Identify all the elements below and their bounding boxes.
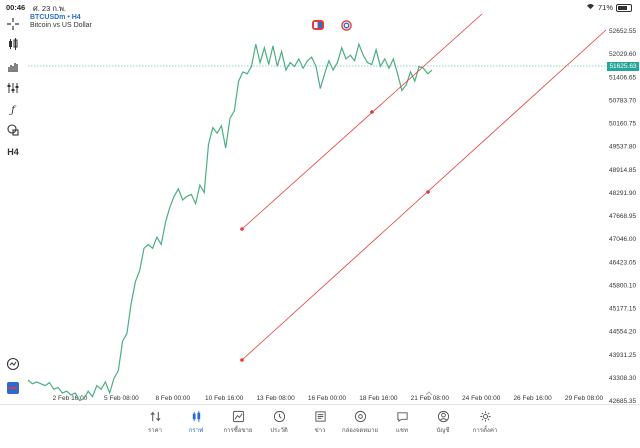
price-axis-label: 48291.90 bbox=[609, 190, 636, 197]
current-price-tag: 51625.63 bbox=[607, 62, 639, 71]
wifi-icon bbox=[586, 3, 595, 12]
signal-icon[interactable] bbox=[340, 19, 352, 31]
tab-quotes[interactable]: ราคา bbox=[135, 410, 175, 435]
price-axis-label: 49537.80 bbox=[609, 144, 636, 151]
tab-news[interactable]: ข่าว bbox=[300, 410, 340, 435]
time-axis-label: 21 Feb 08:00 bbox=[411, 395, 450, 402]
time-axis-label: 8 Feb 00:00 bbox=[155, 395, 190, 402]
trade-icon bbox=[232, 410, 244, 423]
price-axis-label: 50160.75 bbox=[609, 121, 636, 128]
tab-label: บัญชี bbox=[436, 428, 450, 434]
tab-mailbox[interactable]: กล่องจดหมาย bbox=[340, 410, 380, 435]
time-axis: 2 Feb 16:00 5 Feb 08:00 8 Feb 00:00 10 Feb … bbox=[53, 395, 604, 402]
price-axis-label: 48914.85 bbox=[609, 167, 636, 174]
news-icon bbox=[314, 411, 326, 422]
tab-label: การตั้งค่า bbox=[472, 428, 498, 434]
chat-icon bbox=[396, 412, 408, 423]
tab-label: ราคา bbox=[148, 428, 162, 434]
price-axis-label: 45800.10 bbox=[609, 282, 636, 289]
price-axis-label: 47046.00 bbox=[609, 236, 636, 243]
bottom-tab-bar: ราคา กราฟ การซื้อขาย ประวัติ ข่าว กล่องจ… bbox=[0, 404, 640, 448]
tab-label: กล่องจดหมาย bbox=[341, 428, 379, 434]
symbol-info[interactable]: BTCUSDm • H4 Bitcoin vs US Dollar bbox=[30, 14, 92, 29]
candles-icon[interactable] bbox=[4, 36, 22, 52]
objects-icon[interactable] bbox=[4, 122, 22, 138]
price-axis-label: 43308.30 bbox=[609, 375, 636, 382]
timeframe-button[interactable]: H4 bbox=[7, 147, 19, 157]
tab-settings[interactable]: การตั้งค่า bbox=[465, 410, 505, 435]
tab-history[interactable]: ประวัติ bbox=[259, 410, 299, 435]
scroll-indicator-icon[interactable] bbox=[425, 391, 433, 396]
trend-line-upper-anchor-mid[interactable] bbox=[370, 110, 374, 114]
top-chart-icons bbox=[312, 19, 352, 31]
battery-percent: 71% bbox=[597, 3, 613, 12]
tab-label: ประวัติ bbox=[270, 428, 288, 434]
chart-icon bbox=[192, 410, 200, 423]
indicators-icon[interactable] bbox=[4, 80, 22, 96]
battery-icon bbox=[616, 3, 632, 12]
tab-label: แชท bbox=[396, 428, 408, 434]
settings-icon bbox=[479, 411, 491, 422]
one-click-trade-icon[interactable] bbox=[312, 20, 324, 30]
trend-line-lower-anchor-mid[interactable] bbox=[426, 190, 430, 194]
time-axis-label: 13 Feb 08:00 bbox=[256, 395, 295, 402]
time-axis-label: 24 Feb 00:00 bbox=[462, 395, 501, 402]
quotes-icon bbox=[149, 411, 161, 422]
clock: 00:46 bbox=[6, 3, 26, 12]
trend-line-upper-anchor-start[interactable] bbox=[240, 227, 244, 231]
date: ศ. 23 ก.พ. bbox=[33, 4, 67, 13]
time-axis-label: 10 Feb 16:00 bbox=[205, 395, 244, 402]
left-toolbar: ƒ H4 bbox=[0, 14, 26, 404]
tab-trade[interactable]: การซื้อขาย bbox=[218, 410, 258, 435]
status-right: 71% bbox=[586, 3, 632, 12]
zoom-icon[interactable] bbox=[4, 356, 22, 372]
trend-line-lower-anchor-start[interactable] bbox=[240, 358, 244, 362]
price-axis-label: 42685.35 bbox=[609, 398, 636, 405]
time-axis-label: 2 Feb 16:00 bbox=[53, 395, 88, 402]
crosshair-icon[interactable] bbox=[4, 16, 22, 32]
price-axis-label: 52652.55 bbox=[609, 28, 636, 35]
time-axis-label: 16 Feb 00:00 bbox=[308, 395, 347, 402]
function-icon[interactable]: ƒ bbox=[11, 104, 15, 116]
symbol-name: BTCUSDm • H4 bbox=[30, 14, 81, 21]
mailbox-icon bbox=[354, 410, 366, 423]
tab-chat[interactable]: แชท bbox=[382, 410, 422, 435]
time-axis-label: 29 Feb 08:00 bbox=[565, 395, 604, 402]
trend-line-upper[interactable] bbox=[241, 13, 483, 230]
time-axis-label: 5 Feb 08:00 bbox=[104, 395, 139, 402]
tab-label: การซื้อขาย bbox=[223, 428, 253, 434]
tab-account[interactable]: บัญชี bbox=[423, 410, 463, 435]
tab-label: ข่าว bbox=[314, 428, 326, 434]
tab-label: กราฟ bbox=[188, 428, 204, 434]
price-axis-label: 45177.15 bbox=[609, 306, 636, 313]
account-icon bbox=[437, 410, 449, 423]
price-axis: 52652.55 52029.60 51406.65 50783.70 50160.75… bbox=[609, 28, 636, 405]
price-axis-label: 44554.20 bbox=[609, 329, 636, 336]
price-axis-label: 52029.60 bbox=[609, 51, 636, 58]
symbol-description: Bitcoin vs US Dollar bbox=[30, 22, 92, 29]
time-axis-label: 18 Feb 16:00 bbox=[359, 395, 398, 402]
price-axis-label: 51406.65 bbox=[609, 74, 636, 81]
price-axis-label: 43931.25 bbox=[609, 352, 636, 359]
price-axis-label: 50783.70 bbox=[609, 97, 636, 104]
status-bar: 00:46 ศ. 23 ก.พ. 71% bbox=[0, 0, 640, 14]
time-axis-label: 26 Feb 16:00 bbox=[513, 395, 552, 402]
trade-icon[interactable] bbox=[4, 380, 22, 396]
history-icon bbox=[273, 410, 285, 423]
price-series-line bbox=[27, 42, 433, 402]
trend-line-lower[interactable] bbox=[241, 29, 607, 361]
tab-chart[interactable]: กราฟ bbox=[176, 410, 216, 435]
price-chart[interactable]: 52652.55 52029.60 51406.65 50783.70 50160.75… bbox=[0, 0, 640, 410]
price-axis-label: 46423.05 bbox=[609, 259, 636, 266]
bars-icon[interactable] bbox=[4, 58, 22, 74]
price-axis-label: 47668.95 bbox=[609, 213, 636, 220]
